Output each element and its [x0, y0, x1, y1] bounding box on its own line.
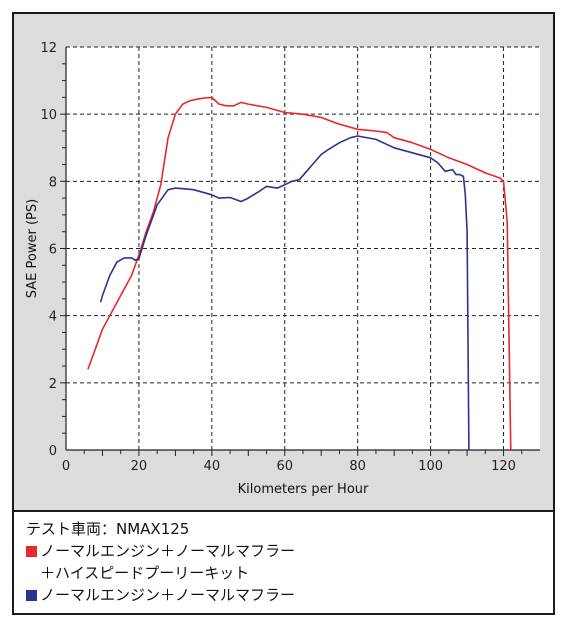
series-line-1: [99, 135, 470, 451]
legend-item-red: ノーマルエンジン＋ノーマルマフラー: [26, 540, 546, 562]
blue-swatch-icon: [26, 589, 37, 601]
x-tick-label: 100: [418, 459, 443, 474]
y-axis-title: SAE Power (PS): [25, 199, 40, 298]
legend-red-line1: ノーマルエンジン＋ノーマルマフラー: [40, 542, 296, 560]
y-tick-label: 8: [49, 175, 57, 190]
x-tick-label: 80: [349, 459, 366, 474]
x-axis-title: Kilometers per Hour: [238, 482, 369, 497]
x-tick-label: 20: [131, 459, 148, 474]
x-tick-label: 40: [204, 459, 221, 474]
test-vehicle-label: テスト車両：NMAX125: [26, 518, 546, 540]
legend: テスト車両：NMAX125 ノーマルエンジン＋ノーマルマフラー ＋ハイスピードプ…: [26, 518, 546, 606]
x-tick-label: 0: [62, 459, 70, 474]
legend-blue-line1: ノーマルエンジン＋ノーマルマフラー: [40, 586, 296, 604]
y-tick-label: 2: [49, 377, 57, 392]
y-tick-label: 10: [40, 108, 57, 123]
legend-divider: [14, 510, 553, 512]
legend-item-red-cont: ＋ハイスピードプーリーキット: [26, 562, 546, 584]
legend-item-blue: ノーマルエンジン＋ノーマルマフラー: [26, 584, 546, 606]
x-tick-label: 60: [276, 459, 293, 474]
series-line-0: [87, 96, 512, 451]
y-tick-label: 0: [49, 444, 57, 459]
legend-red-line2: ＋ハイスピードプーリーキット: [40, 564, 250, 582]
test-vehicle-text: テスト車両：NMAX125: [26, 520, 190, 538]
x-tick-label: 120: [491, 459, 516, 474]
power-chart: 0 20 40 60 80 100 120 0 2 4 6 8 10 12 Kilometers per …: [25, 41, 540, 497]
red-swatch-icon: [26, 545, 37, 557]
chart-panel: 0 20 40 60 80 100 120 0 2 4 6 8 10 12 Kilometers per …: [14, 14, 553, 510]
y-tick-label: 6: [49, 243, 57, 258]
chart-frame: 0 20 40 60 80 100 120 0 2 4 6 8 10 12 Kilometers per …: [12, 12, 555, 615]
y-tick-label: 12: [40, 41, 57, 56]
y-tick-label: 4: [49, 310, 57, 325]
